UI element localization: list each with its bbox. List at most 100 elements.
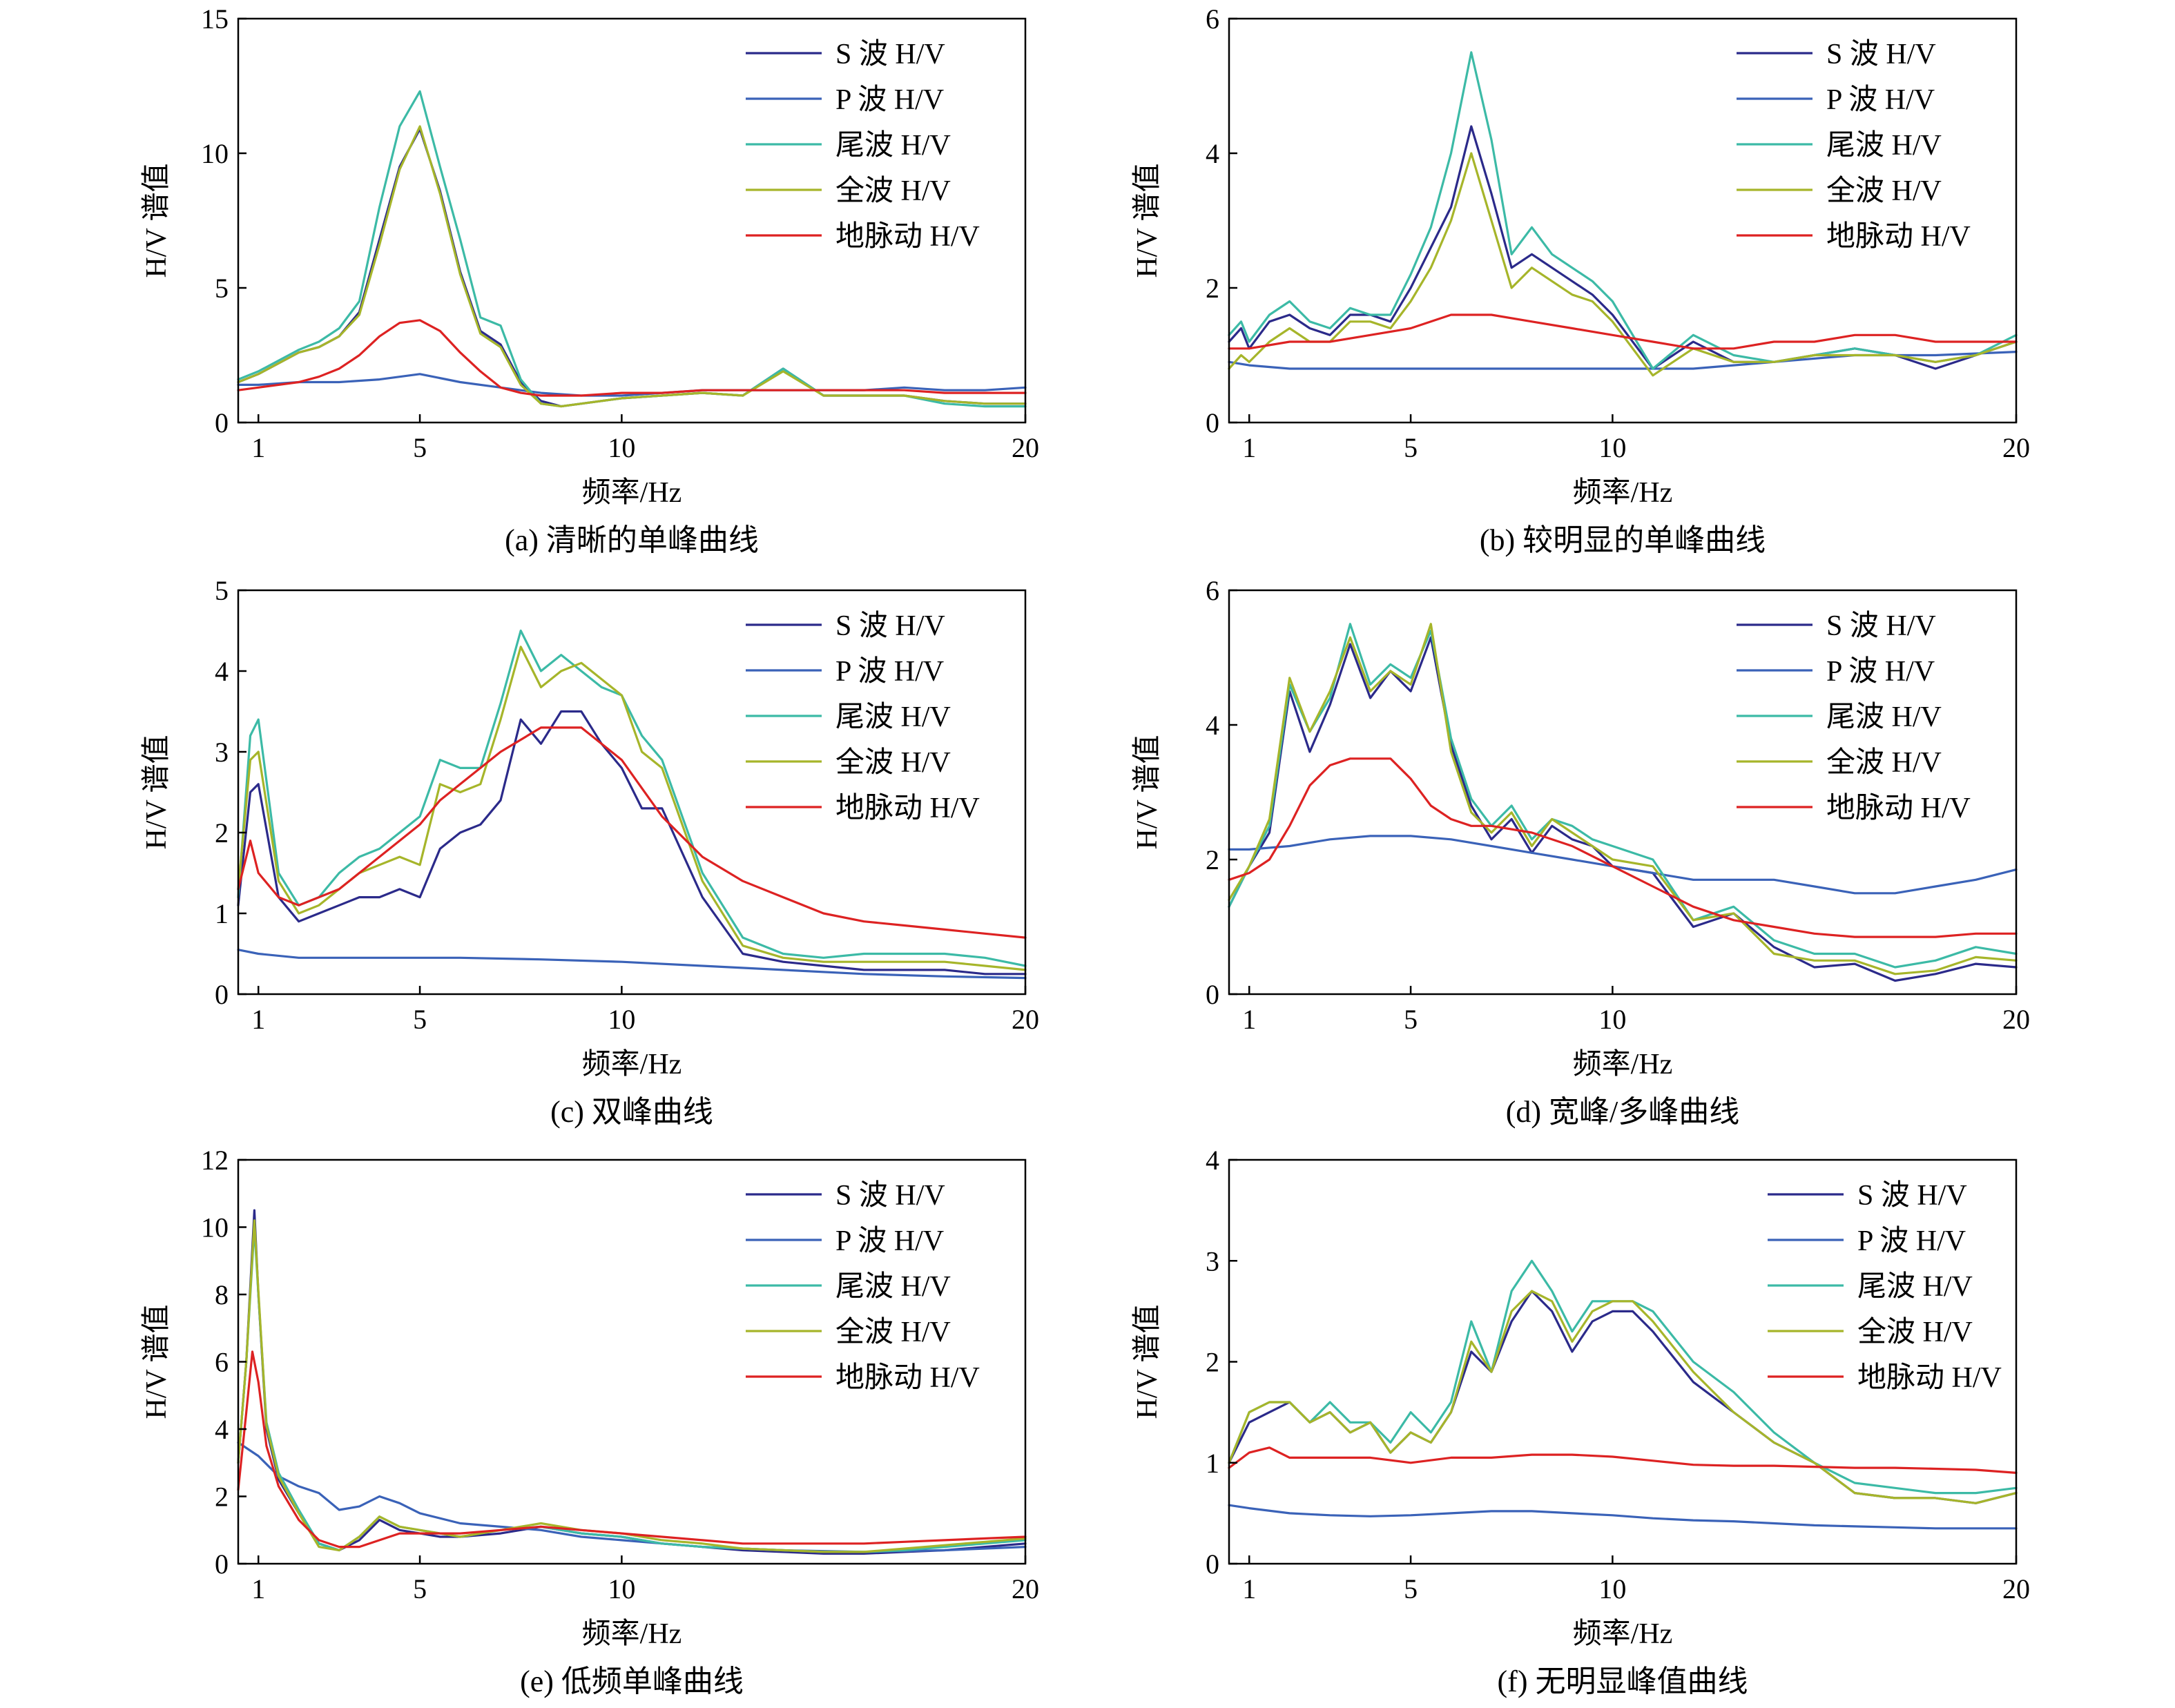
series-line-4: [237, 726, 1027, 939]
x-tick-label: 5: [1404, 1573, 1418, 1604]
legend-label-1: P 波 H/V: [835, 1225, 944, 1257]
x-tick-label: 5: [1404, 1004, 1418, 1035]
legend-label-1: P 波 H/V: [1826, 84, 1935, 116]
legend-label-4: 地脉动 H/V: [1826, 793, 1971, 824]
x-tick-label: 1: [251, 432, 265, 463]
series-line-0: [1228, 636, 2018, 982]
y-tick-label: 0: [1206, 1549, 1219, 1580]
y-axis-label: H/V 谱值: [141, 163, 173, 278]
plot-frame: [1228, 589, 2018, 996]
legend-label-3: 全波 H/V: [835, 175, 951, 207]
legend-label-4: 地脉动 H/V: [835, 1362, 980, 1394]
series-line-0: [237, 128, 1027, 408]
series-line-3: [1228, 623, 2018, 976]
x-tick-label: 20: [1012, 432, 1039, 463]
legend-label-0: S 波 H/V: [1857, 1180, 1967, 1212]
series-line-4: [1228, 757, 2018, 938]
x-tick-label: 1: [251, 1573, 265, 1604]
series-line-4: [237, 1350, 1027, 1549]
legend-label-4: 地脉动 H/V: [835, 793, 980, 824]
y-tick-label: 15: [201, 3, 229, 35]
panel-caption: (c) 双峰曲线: [550, 1095, 713, 1129]
series-line-4: [1228, 313, 2018, 350]
y-tick-label: 4: [215, 656, 229, 687]
legend-label-3: 全波 H/V: [1857, 1316, 1973, 1348]
legend-label-0: S 波 H/V: [835, 1180, 945, 1212]
y-tick-label: 10: [201, 1212, 229, 1243]
y-tick-label: 4: [215, 1414, 229, 1445]
plot-frame: [1228, 17, 2018, 424]
series-line-1: [237, 373, 1027, 397]
legend: S 波 H/V P 波 H/V 尾波 H/V 全波 H/V 地脉动 H/V: [746, 39, 980, 253]
x-tick-label: 10: [1598, 1004, 1626, 1035]
series-line-2: [1228, 623, 2018, 969]
y-axis-label: H/V 谱值: [141, 1304, 173, 1419]
y-tick-label: 2: [215, 1482, 229, 1513]
x-tick-label: 10: [608, 1004, 635, 1035]
x-axis-label: 频率/Hz: [582, 476, 682, 509]
legend-label-1: P 波 H/V: [835, 84, 944, 116]
x-tick-label: 20: [2002, 1573, 2030, 1604]
y-tick-label: 0: [215, 1549, 229, 1580]
legend: S 波 H/V P 波 H/V 尾波 H/V 全波 H/V 地脉动 H/V: [1737, 610, 1971, 824]
x-tick-label: 1: [1242, 1004, 1256, 1035]
legend-label-0: S 波 H/V: [835, 39, 945, 70]
y-tick-label: 6: [1206, 575, 1219, 606]
x-tick-label: 20: [2002, 432, 2030, 463]
legend-label-4: 地脉动 H/V: [1857, 1362, 2002, 1394]
legend-label-2: 尾波 H/V: [835, 1271, 951, 1303]
x-axis-label: 频率/Hz: [1573, 1618, 1673, 1650]
series-line-4: [1228, 1446, 2018, 1474]
legend-label-3: 全波 H/V: [835, 746, 951, 779]
chart-panel-d: 0 2 4 6 1 5 10 20 频率/Hz H/V 谱值 (d) 宽峰/多峰曲线 S 波 H/V P…: [1132, 575, 2030, 1129]
y-tick-label: 1: [215, 898, 229, 929]
y-axis-label: H/V 谱值: [1132, 1304, 1163, 1419]
series-line-1: [1228, 1504, 2018, 1530]
series-line-1: [237, 949, 1027, 980]
y-tick-label: 10: [201, 138, 229, 169]
panel-caption: (a) 清晰的单峰曲线: [505, 523, 759, 557]
y-tick-label: 8: [215, 1279, 229, 1310]
x-tick-label: 5: [413, 1573, 427, 1604]
legend-label-0: S 波 H/V: [1826, 610, 1936, 642]
series-line-3: [237, 125, 1027, 408]
x-axis-label: 频率/Hz: [582, 1618, 682, 1650]
legend-label-2: 尾波 H/V: [1857, 1271, 1973, 1303]
y-tick-label: 2: [1206, 844, 1219, 875]
y-tick-label: 0: [215, 407, 229, 438]
legend-label-2: 尾波 H/V: [835, 701, 951, 733]
y-tick-label: 2: [215, 817, 229, 848]
legend-label-3: 全波 H/V: [1826, 175, 1942, 207]
panel-caption: (b) 较明显的单峰曲线: [1480, 523, 1766, 557]
legend-label-0: S 波 H/V: [1826, 39, 1936, 70]
legend-label-2: 尾波 H/V: [1826, 701, 1942, 733]
series-line-1: [1228, 351, 2018, 370]
series-line-2: [237, 629, 1027, 967]
legend-label-4: 地脉动 H/V: [835, 221, 980, 253]
y-tick-label: 2: [1206, 1347, 1219, 1378]
series-line-3: [1228, 1290, 2018, 1504]
y-axis-label: H/V 谱值: [141, 735, 173, 849]
legend: S 波 H/V P 波 H/V 尾波 H/V 全波 H/V 地脉动 H/V: [746, 1180, 980, 1394]
x-axis-label: 频率/Hz: [582, 1048, 682, 1080]
legend-label-4: 地脉动 H/V: [1826, 221, 1971, 253]
x-tick-label: 5: [413, 432, 427, 463]
legend-label-3: 全波 H/V: [1826, 746, 1942, 779]
y-tick-label: 3: [215, 737, 229, 768]
legend-label-0: S 波 H/V: [835, 610, 945, 642]
x-tick-label: 1: [1242, 432, 1256, 463]
y-tick-label: 1: [1206, 1448, 1219, 1479]
legend-label-3: 全波 H/V: [835, 1316, 951, 1348]
series-line-4: [237, 319, 1027, 397]
x-tick-label: 10: [608, 1573, 635, 1604]
chart-panel-e: 0 2 4 6 8 10 12 1 5 10 20 频率/Hz H/V 谱值 (e) 低频单峰曲线 S 波 …: [141, 1145, 1039, 1698]
legend: S 波 H/V P 波 H/V 尾波 H/V 全波 H/V 地脉动 H/V: [746, 610, 980, 824]
legend-label-2: 尾波 H/V: [835, 130, 951, 162]
y-axis-label: H/V 谱值: [1132, 735, 1163, 849]
legend: S 波 H/V P 波 H/V 尾波 H/V 全波 H/V 地脉动 H/V: [1768, 1180, 2002, 1394]
